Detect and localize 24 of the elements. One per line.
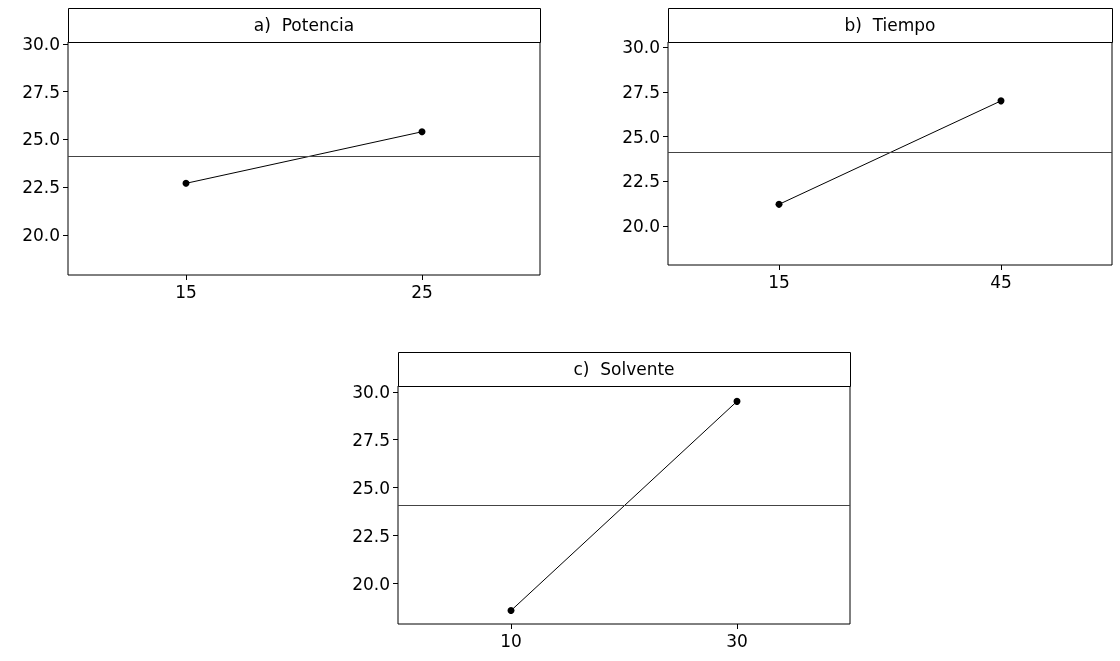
chart-title: a) Potencia <box>253 15 355 35</box>
x-tick-label: 10 <box>500 630 522 651</box>
y-tick-label: 27.5 <box>352 429 390 450</box>
chart-title: c) Solvente <box>573 359 675 379</box>
y-tick-label: 30.0 <box>22 33 60 54</box>
y-tick-label: 30.0 <box>622 37 660 58</box>
chart-title: b) Tiempo <box>844 15 936 35</box>
y-tick-label: 22.5 <box>352 525 390 546</box>
y-tick-label: 20.0 <box>352 573 390 594</box>
y-tick-label: 22.5 <box>22 177 60 198</box>
x-tick-label: 15 <box>768 271 790 292</box>
x-tick-label: 45 <box>990 271 1012 292</box>
y-tick-label: 27.5 <box>22 81 60 102</box>
x-tick-label: 30 <box>726 630 748 651</box>
y-tick-label: 25.0 <box>22 129 60 150</box>
x-tick-label: 15 <box>175 281 197 302</box>
y-tick-label: 20.0 <box>22 224 60 245</box>
y-tick-label: 25.0 <box>352 477 390 498</box>
x-tick-label: 25 <box>411 281 433 302</box>
y-tick-label: 22.5 <box>622 171 660 192</box>
y-tick-label: 25.0 <box>622 126 660 147</box>
y-tick-label: 30.0 <box>352 381 390 402</box>
y-tick-label: 20.0 <box>622 215 660 236</box>
y-tick-label: 27.5 <box>622 81 660 102</box>
